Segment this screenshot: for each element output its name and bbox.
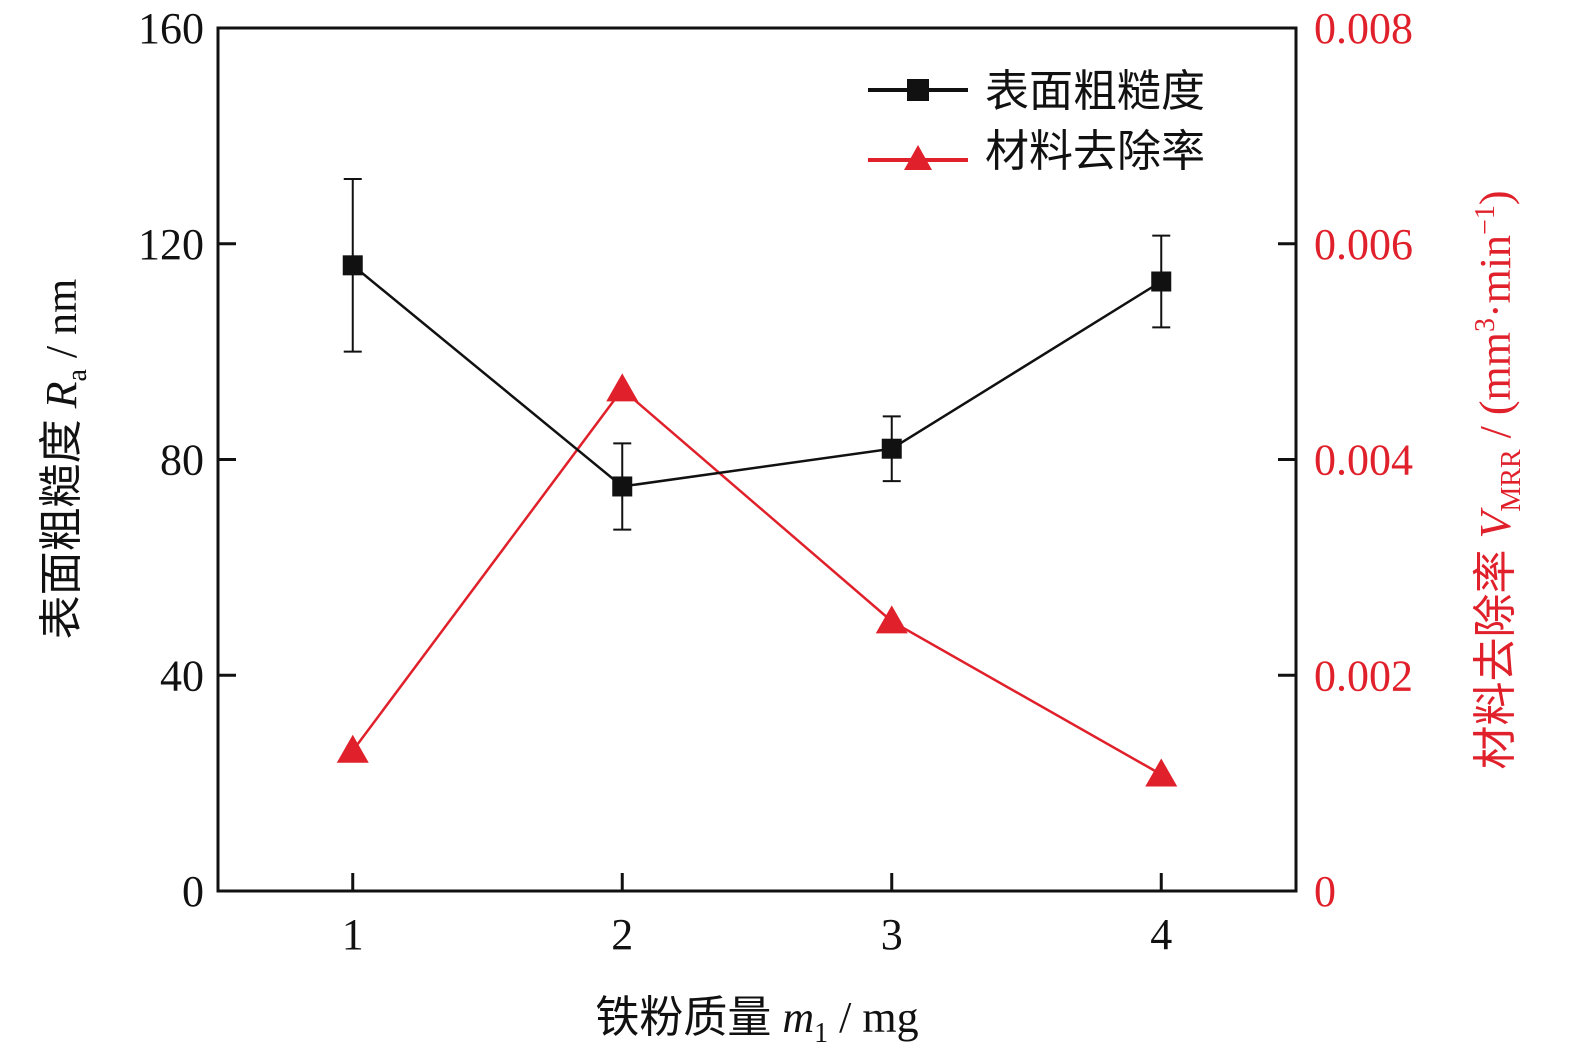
y-right-axis-label-unit-mid: ·min xyxy=(1471,235,1520,318)
legend-label-roughness: 表面粗糙度 xyxy=(985,66,1205,117)
x-axis-label: 铁粉质量 m1 / mg xyxy=(595,993,918,1049)
y-right-tick-label: 0 xyxy=(1314,867,1336,916)
y-left-axis-label-unit: / nm xyxy=(37,279,86,369)
legend-label-removal-rate: 材料去除率 xyxy=(985,126,1205,177)
y-left-tick-label: 40 xyxy=(160,651,204,700)
y-left-tick-label: 160 xyxy=(138,4,204,53)
removal-rate-point xyxy=(606,373,639,402)
legend-item-removal-rate: 材料去除率 xyxy=(868,126,1205,177)
legend-item-roughness: 表面粗糙度 xyxy=(868,66,1205,117)
x-tick-label: 2 xyxy=(611,910,633,959)
x-axis-label-sub: 1 xyxy=(814,1018,828,1049)
x-tick-label: 4 xyxy=(1150,910,1172,959)
legend: 表面粗糙度 材料去除率 xyxy=(868,66,1205,177)
series-line-removal-rate xyxy=(351,387,1162,776)
x-axis-label-main: 铁粉质量 xyxy=(595,993,782,1042)
legend-marker-roughness xyxy=(907,79,929,101)
series-layer xyxy=(336,178,1178,787)
x-axis-label-unit: / mg xyxy=(828,993,918,1042)
y-left-axis-label-var: R xyxy=(37,381,86,409)
legend-marker-removal-rate xyxy=(904,145,932,170)
x-axis-label-var: m xyxy=(782,993,814,1042)
y-left-axis-label: 表面粗糙度 Ra / nm xyxy=(37,279,93,640)
y-right-axis-label-sup1: 3 xyxy=(1470,318,1501,332)
roughness-point xyxy=(881,438,902,459)
y-right-tick-label: 0.006 xyxy=(1314,220,1413,269)
y-right-axis-label-unit-open: / (mm xyxy=(1471,332,1520,449)
y-left-axis-label-sub: a xyxy=(62,369,93,382)
y-right-axis-label-sup2: −1 xyxy=(1470,205,1501,235)
roughness-point xyxy=(1151,271,1172,292)
roughness-point xyxy=(342,255,363,276)
y-right-tick-label: 0.008 xyxy=(1314,4,1413,53)
y-right-axis-label-unit-close: ) xyxy=(1471,190,1520,205)
series-line-roughness xyxy=(351,264,1162,488)
y-right-axis-label-var: V xyxy=(1471,507,1520,539)
x-tick-label: 3 xyxy=(881,910,903,959)
y-right-axis-label-main: 材料去除率 xyxy=(1471,539,1520,770)
y-right-tick-label: 0.004 xyxy=(1314,436,1413,485)
y-left-tick-label: 0 xyxy=(182,867,204,916)
y-left-tick-label: 80 xyxy=(160,436,204,485)
removal-rate-point xyxy=(1145,758,1178,787)
y-right-axis-label: 材料去除率 VMRR / (mm3·min−1) xyxy=(1470,190,1527,769)
removal-rate-point xyxy=(875,605,908,634)
removal-rate-point xyxy=(336,734,369,763)
roughness-point xyxy=(612,476,633,497)
y-right-tick-label: 0.002 xyxy=(1314,651,1413,700)
y-left-tick-label: 120 xyxy=(138,220,204,269)
y-right-axis-label-sub: MRR xyxy=(1496,449,1527,512)
x-tick-label: 1 xyxy=(342,910,364,959)
y-left-axis-label-main: 表面粗糙度 xyxy=(37,408,86,639)
